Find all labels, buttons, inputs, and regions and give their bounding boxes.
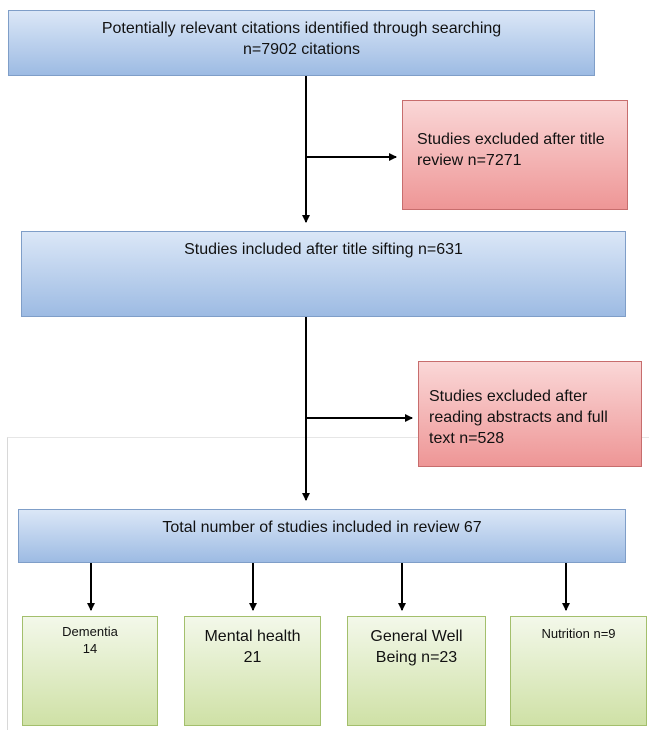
category-mental-health-label: Mental health (204, 628, 301, 645)
identified-line1: Potentially relevant citations identifie… (101, 20, 502, 37)
category-dementia-count: 14 (82, 641, 98, 656)
background-frame (7, 437, 649, 730)
excluded-abstract-line2: reading abstracts and full (429, 409, 608, 426)
included-title-line1: Studies included after title sifting n=6… (184, 241, 463, 258)
category-general-well-being-label: General Well (370, 628, 463, 645)
included-title-box: Studies included after title sifting n=6… (21, 231, 626, 317)
excluded-abstract-line1: Studies excluded after (429, 388, 588, 405)
total-included-box: Total number of studies included in revi… (18, 509, 626, 563)
identified-box: Potentially relevant citations identifie… (8, 10, 595, 76)
category-general-well-being-count: Being n=23 (375, 649, 458, 666)
category-mental-health-count: 21 (243, 649, 262, 666)
category-general-well-being-box: General Well Being n=23 (347, 616, 486, 726)
excluded-abstract-box: Studies excluded after reading abstracts… (418, 361, 642, 467)
excluded-abstract-line3: text n=528 (429, 430, 505, 447)
excluded-title-line1: Studies excluded after title (417, 131, 605, 148)
category-dementia-label: Dementia (62, 624, 118, 639)
category-nutrition-label: Nutrition n=9 (541, 626, 616, 641)
category-mental-health-box: Mental health 21 (184, 616, 321, 726)
excluded-title-line2: review n=7271 (417, 152, 522, 169)
identified-line2: n=7902 citations (243, 41, 360, 58)
category-dementia-box: Dementia 14 (22, 616, 158, 726)
excluded-title-box: Studies excluded after title review n=72… (402, 100, 628, 210)
total-included-line1: Total number of studies included in revi… (162, 519, 482, 536)
category-nutrition-box: Nutrition n=9 (510, 616, 647, 726)
